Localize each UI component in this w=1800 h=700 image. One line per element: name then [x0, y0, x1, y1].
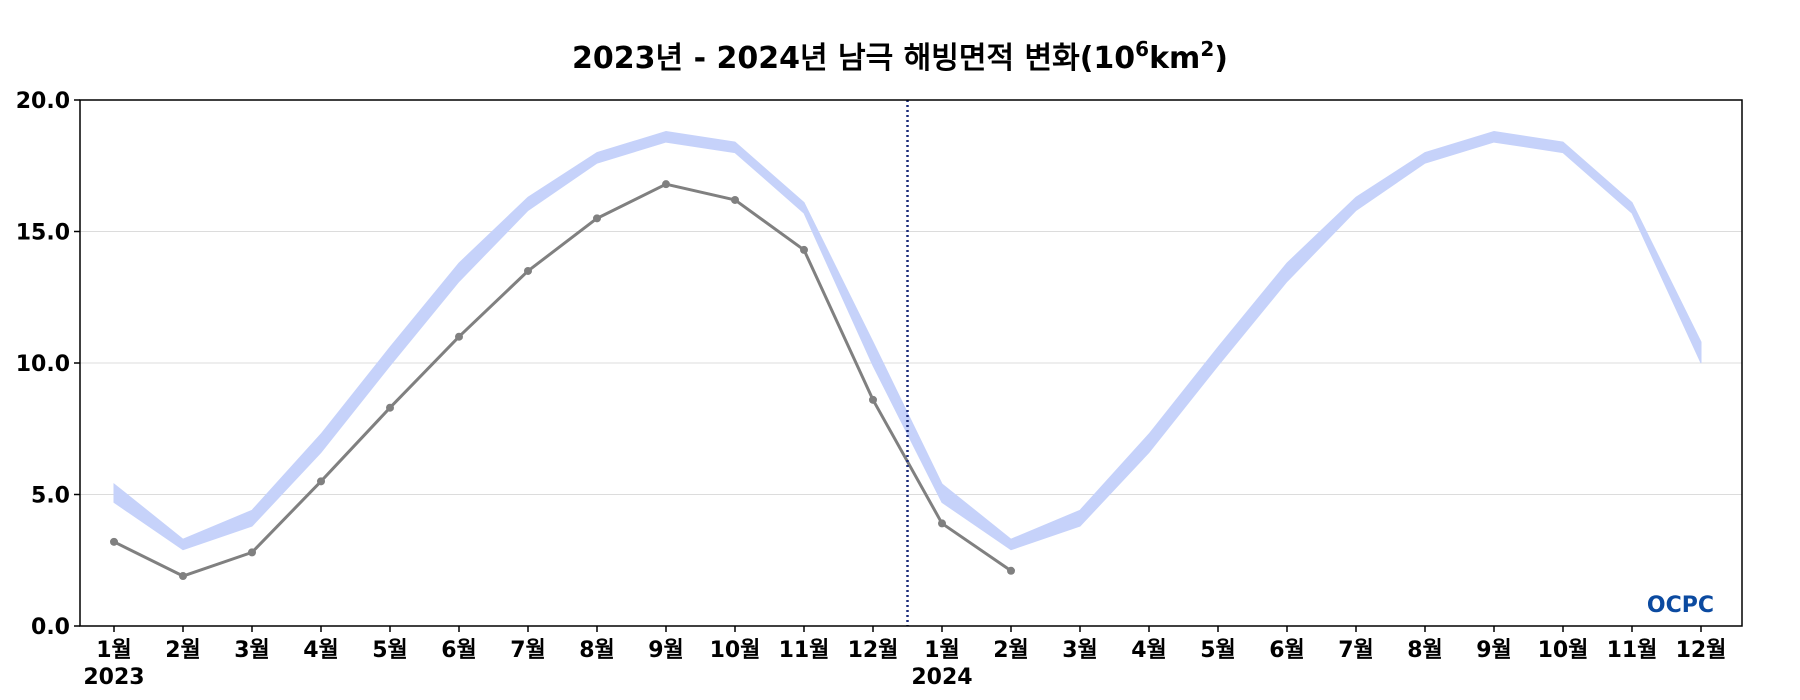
- observed-series-line: [113, 182, 1012, 578]
- x-tick-label: 9월: [1476, 638, 1512, 663]
- observed-point: [455, 332, 463, 341]
- x-tick-label: 5월: [1200, 638, 1236, 663]
- y-tick-label: 15.0: [16, 221, 70, 246]
- x-tick-label: 12월: [848, 638, 899, 663]
- observed-point: [524, 266, 532, 275]
- observed-point: [731, 195, 739, 204]
- title-sup1: 6: [1135, 37, 1149, 61]
- observed-line-layer: [110, 180, 1015, 581]
- ocpc-logo: OCPC: [1647, 593, 1714, 618]
- x-tick-label: 3월: [1062, 638, 1098, 663]
- x-year-label: 2024: [911, 665, 972, 690]
- x-tick-label: 2월: [165, 638, 201, 663]
- observed-point: [938, 519, 946, 528]
- y-tick-label: 5.0: [31, 484, 70, 509]
- x-tick-label: 8월: [579, 638, 615, 663]
- title-sup2: 2: [1200, 37, 1214, 61]
- title-end: ): [1214, 41, 1228, 76]
- observed-point: [1007, 566, 1015, 575]
- x-tick-label: 2월: [993, 638, 1029, 663]
- x-axis: 1월 2월 3월 4월 5월 6월 7월 8월 9월 10월 11월 12월 1월 2월 3월 4월 5월 6월 7…: [83, 626, 1726, 690]
- x-tick-label: 8월: [1407, 638, 1443, 663]
- x-tick-label: 1월: [96, 638, 132, 663]
- x-tick-label: 4월: [1131, 638, 1167, 663]
- y-tick-label: 10.0: [16, 352, 70, 377]
- ocpc-logo-text: OCPC: [1647, 593, 1714, 618]
- observed-point: [386, 403, 394, 412]
- title-main: 2023년 - 2024년 남극 해빙면적 변화(10: [572, 41, 1135, 76]
- x-tick-label: 5월: [372, 638, 408, 663]
- x-tick-label: 6월: [1269, 638, 1305, 663]
- y-axis: 0.0 5.0 10.0 15.0 20.0: [16, 89, 80, 640]
- title-mid: km: [1149, 41, 1200, 76]
- y-tick-label: 0.0: [31, 615, 70, 640]
- climatology-band-layer: [113, 131, 1702, 551]
- x-tick-label: 1월: [924, 638, 960, 663]
- observed-point: [593, 214, 601, 223]
- climatology-band: [113, 131, 1702, 551]
- x-tick-label: 12월: [1676, 638, 1727, 663]
- x-tick-label: 10월: [1538, 638, 1589, 663]
- x-tick-label: 9월: [648, 638, 684, 663]
- observed-point: [869, 395, 877, 404]
- observed-point: [662, 180, 670, 189]
- x-tick-label: 10월: [710, 638, 761, 663]
- x-tick-label: 7월: [510, 638, 546, 663]
- x-tick-label: 11월: [779, 638, 830, 663]
- x-year-label: 2023: [83, 665, 144, 690]
- observed-point: [179, 572, 187, 581]
- x-tick-label: 4월: [303, 638, 339, 663]
- chart-title: 2023년 - 2024년 남극 해빙면적 변화(106km2): [572, 37, 1228, 76]
- observed-point: [110, 537, 118, 546]
- x-tick-label: 6월: [441, 638, 477, 663]
- grid-layer: [80, 231, 1742, 495]
- observed-point: [248, 548, 256, 557]
- y-tick-label: 20.0: [16, 89, 70, 114]
- x-tick-label: 7월: [1338, 638, 1374, 663]
- x-tick-label: 11월: [1607, 638, 1658, 663]
- x-tick-label: 3월: [234, 638, 270, 663]
- observed-point: [317, 477, 325, 486]
- observed-point: [800, 245, 808, 254]
